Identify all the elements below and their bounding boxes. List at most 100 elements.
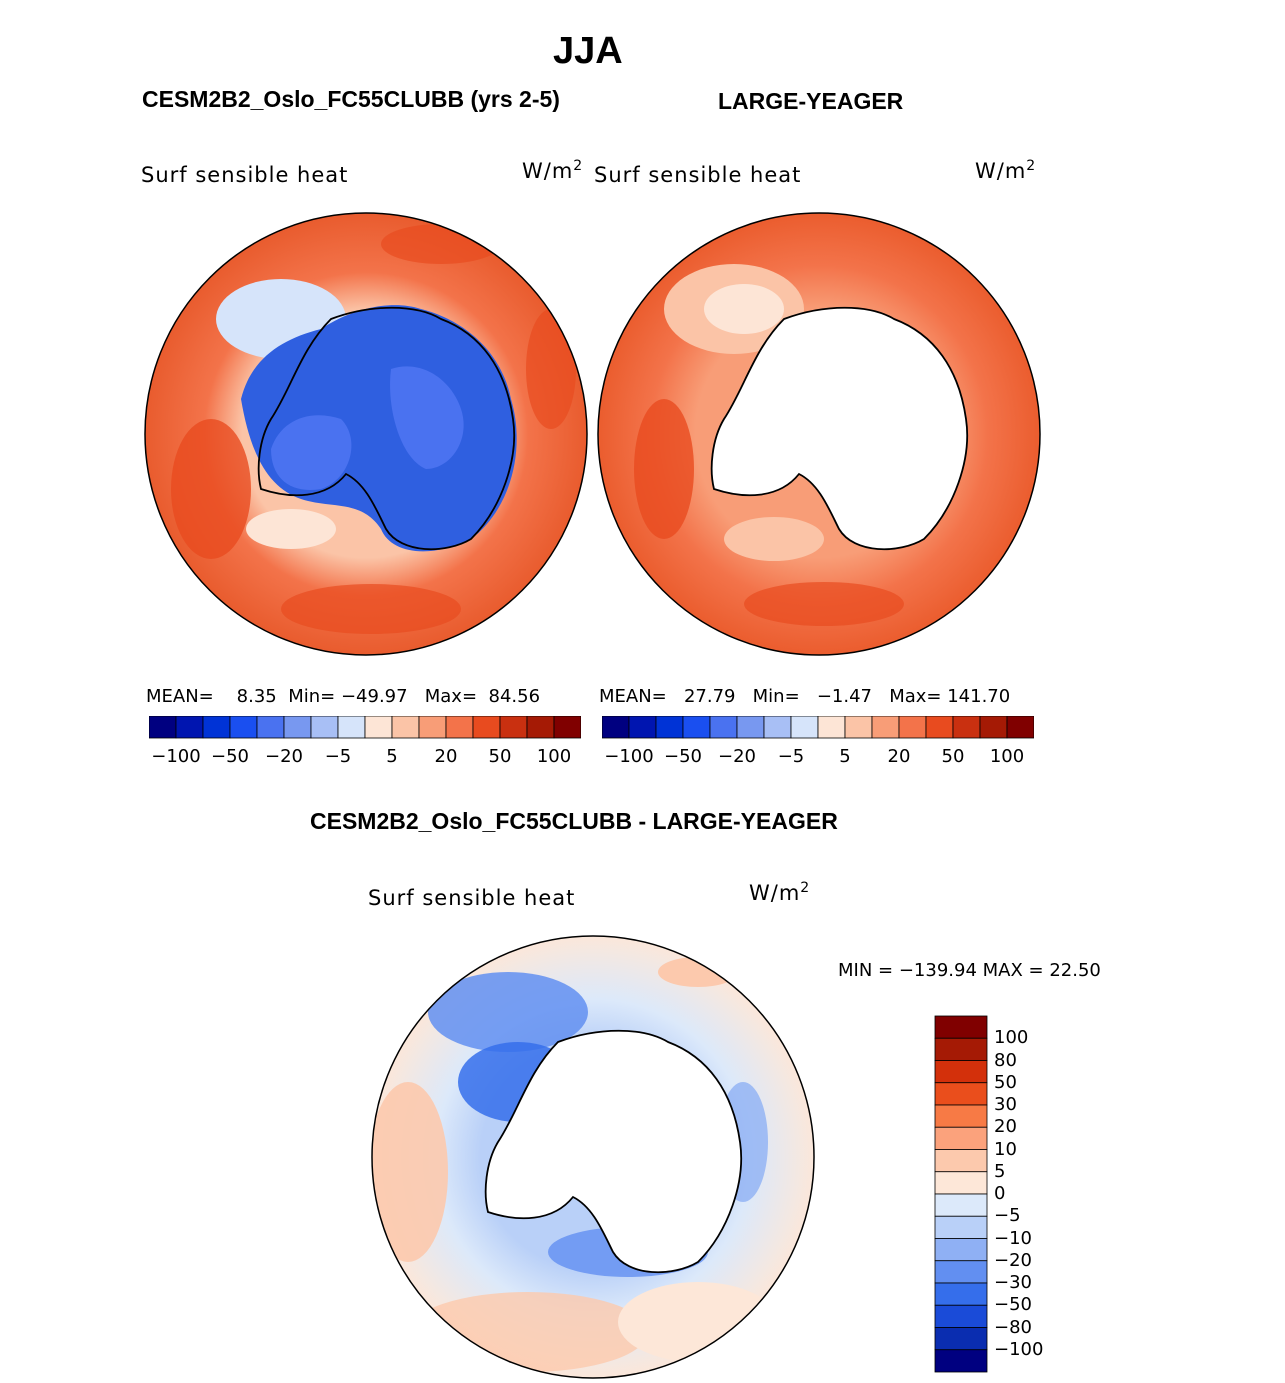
season-title: JJA bbox=[553, 30, 623, 72]
colorbar-tick-label: 0 bbox=[994, 1183, 1006, 1204]
colorbar-swatch bbox=[934, 1037, 988, 1061]
colorbar-tick-label: 5 bbox=[994, 1160, 1006, 1182]
colorbar-tick-label: −100 bbox=[604, 746, 654, 767]
right-colorbar-labels: −100 −50 −20 −5 5 20 50 100 bbox=[602, 746, 1034, 770]
colorbar-swatch bbox=[229, 716, 258, 739]
right-units: W/m2 bbox=[975, 158, 1037, 183]
colorbar-swatch bbox=[175, 716, 204, 739]
colorbar-tick-label: 30 bbox=[994, 1094, 1017, 1115]
colorbar-swatch bbox=[934, 1238, 988, 1262]
colorbar-tick-label: 100 bbox=[989, 746, 1025, 767]
colorbar-tick-label: −20 bbox=[265, 746, 303, 767]
colorbar-tick-label: −50 bbox=[664, 746, 702, 767]
colorbar-tick-label: 50 bbox=[941, 746, 965, 767]
diff-minmax: MIN = −139.94 MAX = 22.50 bbox=[838, 960, 1101, 981]
colorbar-swatch bbox=[602, 716, 630, 739]
colorbar-tick-label: −50 bbox=[994, 1294, 1032, 1316]
colorbar-swatch bbox=[934, 1015, 988, 1039]
colorbar-swatch bbox=[934, 1304, 988, 1328]
left-polar-map bbox=[144, 212, 588, 656]
colorbar-tick-label: −5 bbox=[324, 746, 352, 767]
colorbar-swatch bbox=[1006, 716, 1034, 739]
left-colorbar bbox=[149, 716, 581, 739]
colorbar-tick-label: −5 bbox=[994, 1205, 1021, 1227]
colorbar-swatch bbox=[934, 1282, 988, 1306]
colorbar-swatch bbox=[934, 1082, 988, 1106]
colorbar-swatch bbox=[149, 716, 177, 739]
colorbar-swatch bbox=[364, 716, 393, 739]
colorbar-swatch bbox=[628, 716, 657, 739]
colorbar-tick-label: −20 bbox=[718, 746, 756, 767]
colorbar-swatch bbox=[445, 716, 474, 739]
left-colorbar-labels: −100 −50 −20 −5 5 20 50 100 bbox=[149, 746, 581, 770]
right-case-title: LARGE-YEAGER bbox=[718, 88, 904, 114]
colorbar-swatch bbox=[736, 716, 765, 739]
difference-title: CESM2B2_Oslo_FC55CLUBB - LARGE-YEAGER bbox=[310, 808, 838, 834]
colorbar-swatch bbox=[655, 716, 684, 739]
right-polar-map bbox=[597, 212, 1041, 656]
colorbar-tick-label: 20 bbox=[434, 746, 458, 767]
left-units: W/m2 bbox=[522, 158, 584, 183]
colorbar-tick-label: −5 bbox=[777, 746, 805, 767]
colorbar-swatch bbox=[898, 716, 927, 739]
colorbar-swatch bbox=[934, 1349, 988, 1373]
colorbar-swatch bbox=[934, 1260, 988, 1284]
colorbar-tick-label: −30 bbox=[994, 1272, 1032, 1293]
colorbar-tick-label: −50 bbox=[211, 746, 249, 767]
difference-polar-map bbox=[371, 935, 815, 1379]
right-colorbar bbox=[602, 716, 1034, 739]
colorbar-tick-label: −100 bbox=[994, 1338, 1044, 1360]
colorbar-tick-label: 5 bbox=[386, 746, 398, 767]
colorbar-tick-label: 20 bbox=[994, 1116, 1017, 1138]
colorbar-swatch bbox=[934, 1104, 988, 1128]
diff-units: W/m2 bbox=[749, 880, 811, 905]
colorbar-tick-label: 100 bbox=[536, 746, 572, 767]
colorbar-swatch bbox=[871, 716, 900, 739]
colorbar-swatch bbox=[934, 1171, 988, 1195]
left-stats: MEAN= 8.35 Min= −49.97 Max= 84.56 bbox=[146, 686, 541, 707]
colorbar-swatch bbox=[337, 716, 366, 739]
colorbar-swatch bbox=[934, 1149, 988, 1173]
colorbar-swatch bbox=[391, 716, 420, 739]
colorbar-swatch bbox=[925, 716, 954, 739]
left-variable-label: Surf sensible heat bbox=[141, 163, 349, 187]
colorbar-swatch bbox=[934, 1215, 988, 1239]
colorbar-tick-label: 20 bbox=[887, 746, 911, 767]
colorbar-swatch bbox=[934, 1060, 988, 1084]
diff-colorbar bbox=[934, 1015, 988, 1373]
colorbar-swatch bbox=[472, 716, 501, 739]
colorbar-swatch bbox=[817, 716, 846, 739]
colorbar-tick-label: 50 bbox=[994, 1071, 1017, 1093]
colorbar-swatch bbox=[934, 1327, 988, 1351]
colorbar-swatch bbox=[526, 716, 555, 739]
colorbar-swatch bbox=[790, 716, 819, 739]
colorbar-tick-label: 10 bbox=[994, 1138, 1017, 1160]
colorbar-swatch bbox=[709, 716, 738, 739]
colorbar-swatch bbox=[499, 716, 528, 739]
colorbar-tick-label: 5 bbox=[839, 746, 851, 767]
colorbar-swatch bbox=[844, 716, 873, 739]
colorbar-swatch bbox=[202, 716, 231, 739]
colorbar-tick-label: 80 bbox=[994, 1049, 1017, 1071]
colorbar-tick-label: −100 bbox=[151, 746, 201, 767]
colorbar-swatch bbox=[418, 716, 447, 739]
diff-colorbar-labels: 100 80 50 30 20 10 5 0 −5 −10 −20 −30 −50 −80 −100 bbox=[994, 1015, 1064, 1373]
colorbar-swatch bbox=[553, 716, 581, 739]
colorbar-tick-label: 100 bbox=[994, 1027, 1029, 1049]
colorbar-swatch bbox=[256, 716, 285, 739]
colorbar-swatch bbox=[934, 1126, 988, 1150]
colorbar-tick-label: −80 bbox=[994, 1316, 1032, 1338]
colorbar-swatch bbox=[283, 716, 312, 739]
colorbar-swatch bbox=[310, 716, 339, 739]
colorbar-tick-label: −20 bbox=[994, 1249, 1032, 1271]
colorbar-swatch bbox=[979, 716, 1008, 739]
diff-variable-label: Surf sensible heat bbox=[368, 886, 576, 910]
right-stats: MEAN= 27.79 Min= −1.47 Max= 141.70 bbox=[599, 686, 1011, 707]
colorbar-tick-label: 50 bbox=[488, 746, 512, 767]
colorbar-swatch bbox=[934, 1193, 988, 1217]
right-variable-label: Surf sensible heat bbox=[594, 163, 802, 187]
colorbar-swatch bbox=[763, 716, 792, 739]
colorbar-swatch bbox=[952, 716, 981, 739]
colorbar-tick-label: −10 bbox=[994, 1227, 1032, 1249]
colorbar-swatch bbox=[682, 716, 711, 739]
